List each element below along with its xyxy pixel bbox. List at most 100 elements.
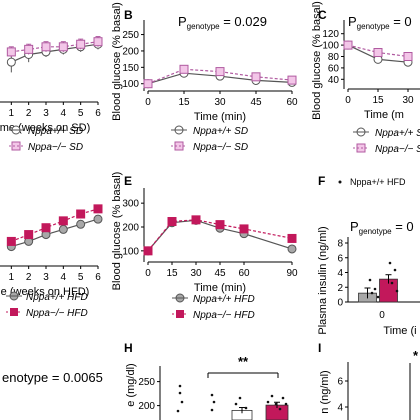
e-y-tick-label: 300 [122,199,139,210]
e-x-tick-label: 90 [286,268,298,279]
h-data-dot [274,402,278,406]
a-x-tick-label: 5 [78,108,84,119]
i-y-tick-label: 6 [337,377,343,388]
e-y-tick-label: 200 [122,223,139,234]
legend-a-ko-marker [11,141,21,151]
legend-f-label: Nppa+/+ HFD [350,177,406,187]
panel-letter-b: B [124,8,133,22]
d-x-tick-label: 2 [26,272,32,283]
h-data-dot [210,408,214,412]
e-series-1-point [215,220,225,230]
d-series-1-point [58,216,68,226]
legend-f: Nppa+/+ HFD [338,177,406,187]
b-series-1-point [179,64,189,74]
d-series-1-point [93,204,103,214]
b-y-tick-label: 100 [122,79,139,90]
e-y-tick-label: 100 [122,246,139,257]
a-series-1-point [93,37,103,47]
h-significance: ** [207,354,279,378]
b-x-label: Time (min) [194,111,246,123]
e-series-0-line [147,219,293,252]
f-y-tick-label: 2 [337,283,343,294]
b-y-tick-label: 200 [122,46,139,57]
b-series-1-point [251,72,261,82]
e-x-tick-label: 0 [145,268,151,279]
g-pvalue: enotype = 0.0065 [2,370,103,385]
legend-e-wt-label: Nppa+/+ HFD [193,294,255,305]
a-series-1-point [41,42,51,52]
h-y-tick-label: 250 [138,377,155,388]
e-x-tick-label: 60 [238,268,250,279]
d-series-1-point [41,223,51,233]
c-y-label: Blood glucose (% basal) [311,1,323,120]
b-x-tick-label: 30 [214,97,226,108]
e-x-tick-label: 30 [190,268,202,279]
e-x-label: Time (min) [194,282,246,294]
e-series-0-point [287,244,297,254]
h-data-dot [210,393,214,397]
panel-letter-i: I [318,341,321,355]
e-series-1-point [167,217,177,227]
legend-b-ko-label: Nppa−/− SD [193,142,248,153]
c-y-tick-label: 60 [328,63,340,74]
f-y-tick-label: 6 [337,253,343,264]
h-data-dot [178,391,182,395]
i-y-tick-label: 4 [337,403,343,414]
d-x-tick-label: 6 [95,272,101,283]
h-data-dot [281,396,285,400]
f-y-tick-label: 8 [337,239,343,250]
c-x-tick-label: 0 [345,95,351,106]
b-x-tick-label: 0 [145,97,151,108]
legend-b: Nppa+/+ SD Nppa−/− SD [171,125,248,153]
c-x-tick-label: 30 [402,95,414,106]
c-series-1-point [343,40,353,50]
b-pvalue: Pgenotype = 0.029 [178,14,267,31]
legend-e: Nppa+/+ HFD Nppa−/− HFD [172,293,255,321]
a-x-tick-label: 6 [95,108,101,119]
h-data-dot [266,400,270,404]
h-data-dot [244,406,248,410]
b-series-1-line [147,68,293,85]
b-x-tick-label: 45 [250,97,262,108]
a-x-label: me (weeks on SD) [0,122,90,134]
f-data-dot [395,289,399,293]
legend-d-ko-label: Nppa−/− HFD [26,308,88,319]
b-x-tick-label: 60 [286,97,298,108]
b-x-tick-label: 15 [178,97,190,108]
h-y-label: e (mg/dl) [125,363,137,406]
b-y-tick-label: 150 [122,63,139,74]
a-x-tick-label: 1 [9,108,15,119]
h-data-dot [212,400,216,404]
d-x-tick-label: 5 [78,272,84,283]
panel-letter-c: C [318,8,327,22]
e-series-1-point [191,215,201,225]
legend-d-wt-label: Nppa+/+ HFD [26,292,88,303]
d-series-0-point [76,219,86,229]
f-y-label: Plasma insulin (ng/ml) [317,226,329,334]
legend-c-wt-label: Nppa+/+ SD [375,128,420,139]
f-data-dot [368,278,372,282]
e-x-tick-label: 15 [166,268,178,279]
legend-c-ko-label: Nppa−/− SD [375,144,420,155]
legend-f-dot [338,180,342,184]
panel-letter-e: E [124,174,132,188]
f-data-dot [390,281,394,285]
h-significance-label: ** [238,354,249,369]
d-x-tick-label: 4 [61,272,67,283]
d-x-tick-label: 1 [9,272,15,283]
c-pvalue: Pgenotype = 0 [348,14,412,31]
c-series-1-point [403,52,413,61]
d-series-0-point [93,214,103,224]
c-y-tick-label: 80 [328,52,340,63]
f-data-dot [393,268,397,272]
legend-a-wt-label: Nppa+/+ SD [28,126,83,137]
b-series-1-point [215,67,225,77]
legend-c: Nppa+/+ SD Nppa−/− SD [353,127,420,155]
panel-letter-f: F [318,174,325,188]
a-series-1-point [6,47,16,57]
b-series-1-point [287,75,297,85]
d-series-0-point [58,224,68,234]
d-series-1-point [6,236,16,246]
f-data-dot [373,287,377,291]
